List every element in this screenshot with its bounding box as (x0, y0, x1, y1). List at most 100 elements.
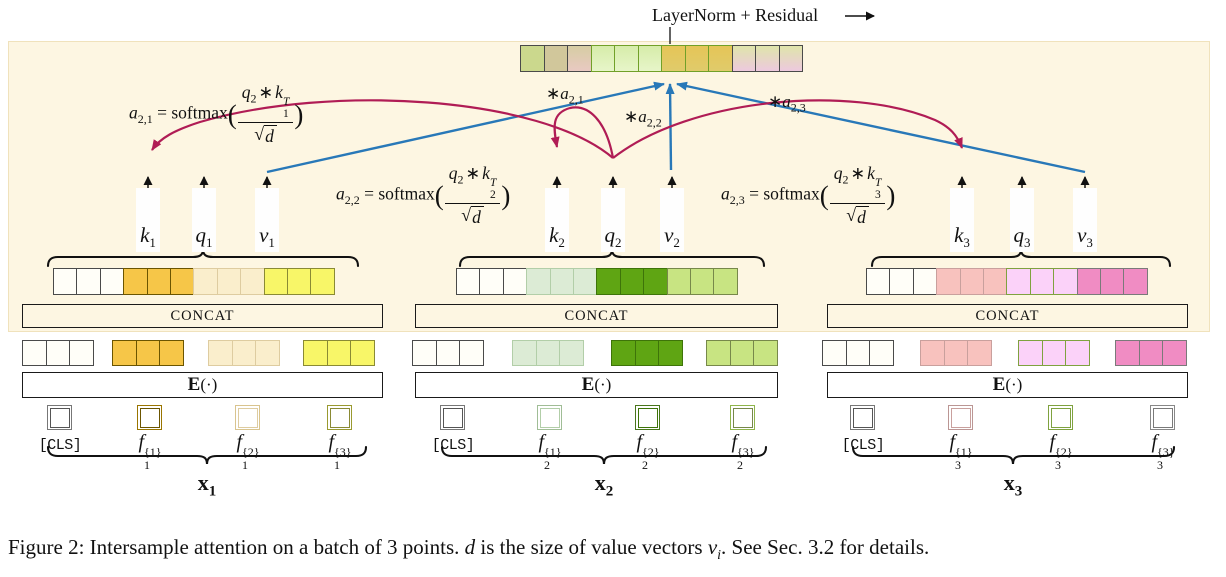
f-sub: 2 (737, 457, 744, 472)
close-paren: ) (501, 180, 511, 211)
feature-label-f2-x3: f {2} 3 (1049, 431, 1072, 471)
query-bar-q2: q2 (601, 188, 625, 252)
cls-text: [CLS] (38, 437, 82, 454)
lhs-var: a (336, 183, 345, 204)
token-fill (1050, 407, 1071, 428)
f-var: f (138, 431, 145, 453)
token-cls-x3 (850, 405, 875, 430)
k-var: k (867, 163, 875, 183)
embed-cell (535, 340, 561, 366)
embed-function-box-x3: E(·) (827, 372, 1188, 398)
vector-cell (1099, 268, 1125, 295)
sqrt-symbol: √ (254, 124, 265, 145)
f-sup: {1} (544, 445, 562, 459)
vector-cell (123, 268, 148, 295)
token-f2-x1 (235, 405, 260, 430)
vector-cell (1123, 268, 1148, 295)
vector-cell (596, 268, 622, 295)
output-cell (614, 45, 639, 72)
key-bar-k3: k3 (950, 188, 974, 252)
vector-cell (456, 268, 481, 295)
k-sub: 2 (489, 189, 496, 202)
output-cell (590, 45, 616, 72)
embed-cell (920, 340, 945, 366)
embed-cell (459, 340, 485, 366)
var: a (638, 107, 647, 126)
embed-cell (634, 340, 660, 366)
d-var: d (471, 206, 484, 228)
embed-cell (1018, 340, 1043, 366)
sqrt-symbol: √ (461, 205, 472, 226)
query-bar-q3: q3 (1010, 188, 1034, 252)
k-var: k (275, 82, 283, 102)
key-bar-k2: k2 (545, 188, 569, 252)
fraction: q2 ∗ k T 1 √ d (237, 82, 294, 147)
times-op: ∗ (465, 163, 481, 183)
embed-E: E (992, 374, 1006, 395)
batch-label-x2: x2 (595, 470, 614, 500)
caption-mid: is the size of value vectors (475, 535, 708, 559)
embed-cell (706, 340, 731, 366)
f-var: f (1151, 431, 1158, 453)
cls-label-x1: [CLS] (39, 437, 82, 454)
sub: 2,3 (790, 100, 806, 115)
softmax-formula-a23: a2,3 = softmax(q2 ∗ k T 3 √ d) (721, 163, 895, 228)
embedding-f3-x3 (1115, 340, 1188, 366)
output-cell (543, 45, 569, 72)
vector-cell (1053, 268, 1078, 295)
kqv-label: v (664, 222, 674, 247)
q-var: q (448, 163, 458, 183)
k-var: k (482, 163, 490, 183)
x-var: x (197, 470, 209, 495)
kqv-label: v (1077, 222, 1087, 247)
f-sup: {2} (242, 445, 260, 459)
caption-prefix: Figure 2: Intersample attention on a bat… (8, 535, 465, 559)
output-vector (520, 45, 804, 72)
embed-cell (753, 340, 779, 366)
layernorm-residual-label: LayerNorm + Residual (652, 5, 818, 26)
embed-paren: (·) (594, 375, 612, 394)
embedding-f2-x1 (208, 340, 281, 366)
token-fill (139, 407, 160, 428)
feature-label-f1-x3: f {1} 3 (949, 431, 972, 471)
vector-cell (310, 268, 335, 295)
k-sub: 3 (874, 189, 881, 202)
fraction: q 2 ∗ k T 2 √ d (444, 163, 501, 228)
fraction: q2 ∗ k T 3 √ d (829, 163, 886, 228)
concat-vector-x2 (456, 268, 738, 295)
embed-cell (208, 340, 233, 366)
vector-cell (263, 268, 289, 295)
embed-cell (45, 340, 71, 366)
f-sub: 2 (642, 457, 649, 472)
embedding-cls-x3 (822, 340, 895, 366)
embed-cell (845, 340, 871, 366)
x-sub: 3 (1014, 483, 1023, 500)
lhs-var: a (129, 102, 138, 123)
vector-cell (643, 268, 668, 295)
kqv-label: k (140, 222, 150, 247)
value-bar-v2: v2 (660, 188, 684, 252)
kqv-label: k (549, 222, 559, 247)
f-sup: {1} (144, 445, 162, 459)
token-cls-x2 (440, 405, 465, 430)
concat-vector-x3 (866, 268, 1148, 295)
kqv-sub: 2 (558, 235, 565, 250)
var: a (560, 84, 569, 103)
f-var: f (731, 431, 738, 453)
vector-cell (713, 268, 738, 295)
embedding-f3-x1 (303, 340, 376, 366)
embed-cell (112, 340, 137, 366)
token-fill (852, 407, 873, 428)
embed-cell (1115, 340, 1140, 366)
x-sub: 1 (208, 483, 217, 500)
sub: 2,2 (646, 115, 662, 130)
d-var: d (264, 125, 277, 147)
embed-cell (350, 340, 376, 366)
embed-cell (729, 340, 755, 366)
kqv-sub: 2 (615, 235, 622, 250)
concat-vector-x1 (53, 268, 335, 295)
layernorm-residual-text: LayerNorm + Residual (652, 5, 819, 25)
token-fill (637, 407, 658, 428)
kqv-label: q (1013, 222, 1025, 247)
